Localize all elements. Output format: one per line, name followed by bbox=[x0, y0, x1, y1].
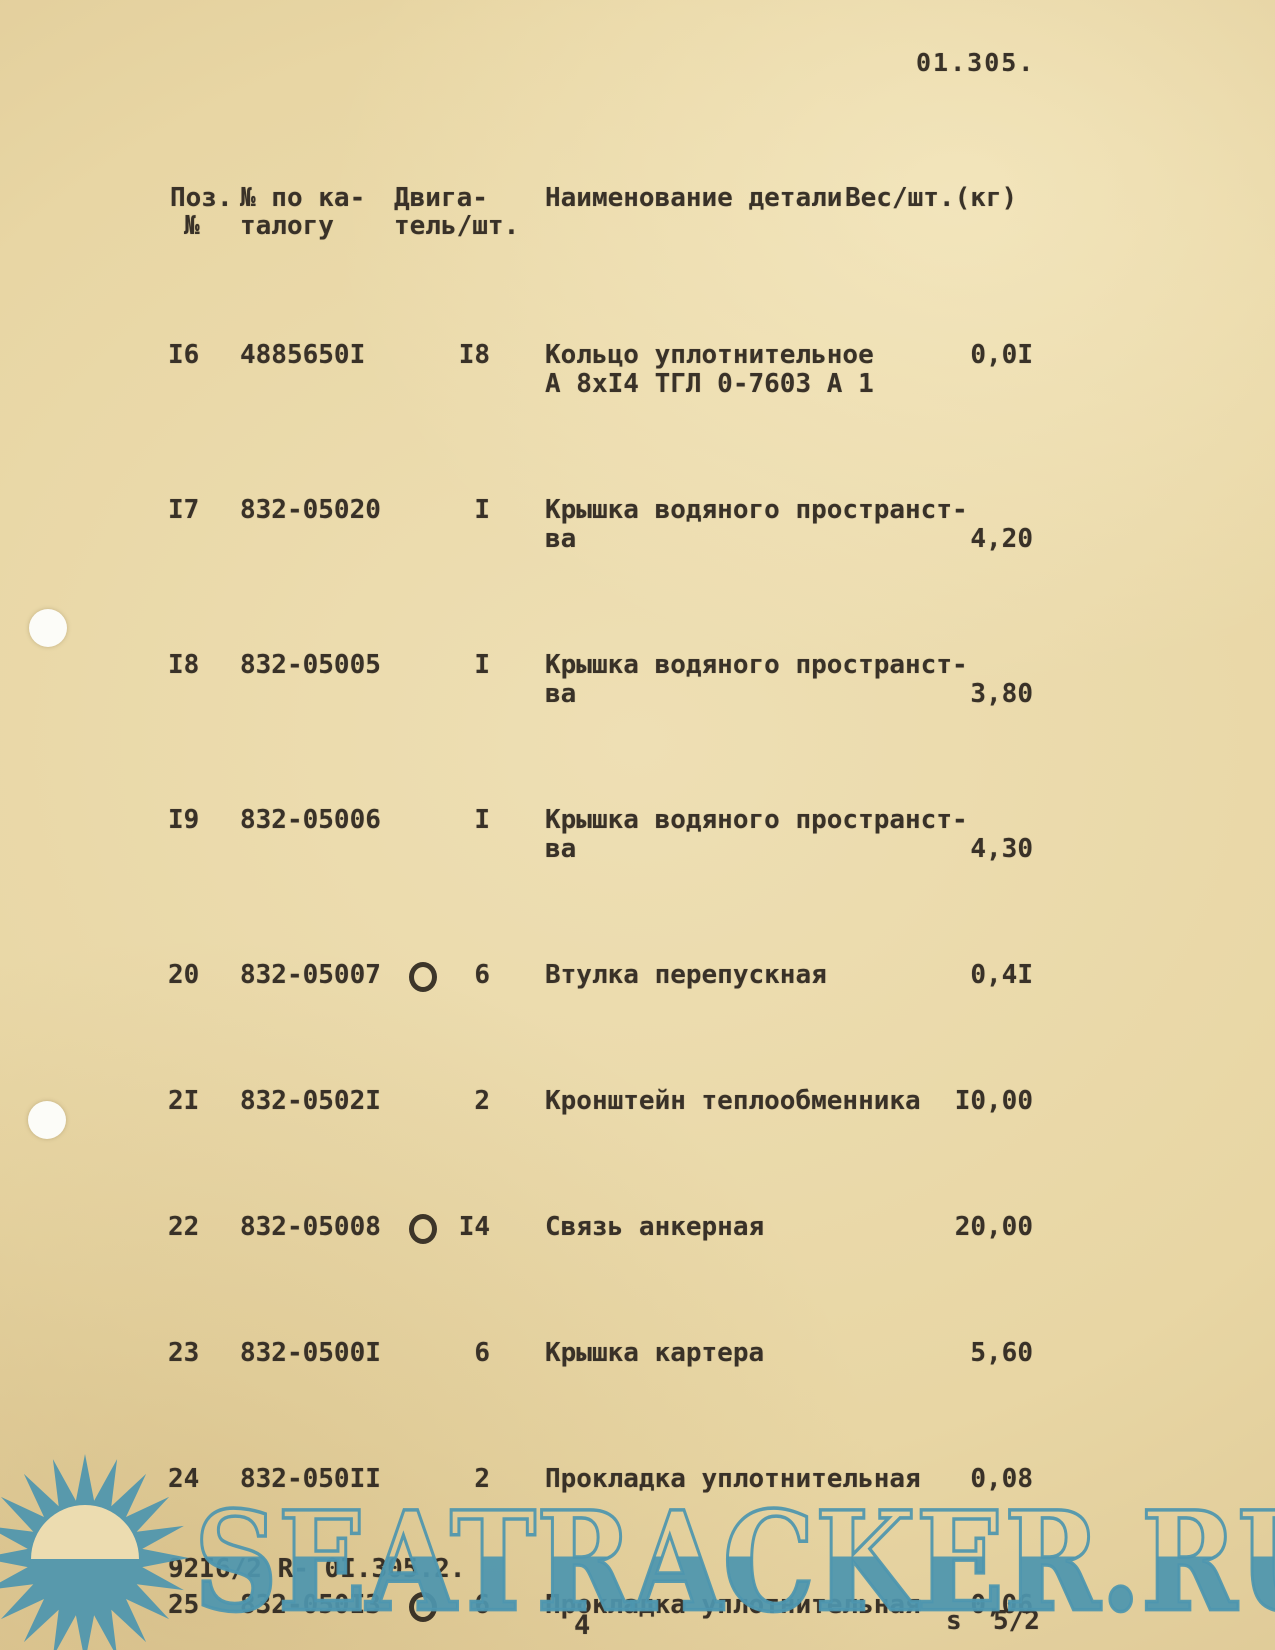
table-row: 22 832-05008 I4 Связь анкерная 20,00 bbox=[0, 1212, 1275, 1244]
name-cell: Крышка водяного пространст-ва bbox=[545, 650, 968, 709]
table-body: I6 4885650I I8 Кольцо уплотнительное А 8х… bbox=[0, 251, 1275, 1650]
table-row: I7 832-05020 I Крышка водяного пространс… bbox=[0, 496, 1275, 554]
table-row: I9 832-05006 I Крышка водяного пространс… bbox=[0, 806, 1275, 864]
stamp-circle-icon bbox=[409, 1592, 437, 1622]
pos-cell: 23 bbox=[168, 1338, 200, 1368]
catalog-cell: 832-05007 bbox=[240, 960, 381, 990]
punch-hole bbox=[28, 1101, 66, 1139]
name-cell: Связь анкерная bbox=[545, 1212, 765, 1242]
weight-cell: 20,00 bbox=[954, 1212, 1033, 1242]
pos-cell: I6 bbox=[168, 340, 200, 370]
qty-cell: 2 bbox=[474, 1464, 490, 1494]
stamp-circle-icon bbox=[409, 1214, 437, 1244]
table-row: 24 832-050II 2 Прокладка уплотнительная … bbox=[0, 1465, 1275, 1494]
qty-cell: I4 bbox=[395, 1213, 545, 1244]
qty-cell: 6 bbox=[395, 1591, 545, 1622]
weight-cell: 3,80 bbox=[970, 679, 1033, 709]
header-weight: Вес/шт.(кг) bbox=[845, 183, 1018, 213]
pos-cell: 20 bbox=[168, 960, 200, 990]
weight-cell: 0,06 bbox=[970, 1590, 1033, 1620]
doc-number: 01.305. bbox=[916, 48, 1036, 77]
weight-cell: 0,08 bbox=[970, 1464, 1033, 1494]
stamp-circle-icon bbox=[409, 962, 437, 992]
catalog-cell: 832-050I3 bbox=[240, 1590, 381, 1620]
name-cell: Втулка перепускная bbox=[545, 960, 827, 990]
weight-cell: 0,4I bbox=[970, 960, 1033, 990]
header-pos-2: № bbox=[184, 211, 200, 241]
qty-cell: I8 bbox=[458, 340, 490, 370]
table-row: 2I 832-0502I 2 Кронштейн теплообменника … bbox=[0, 1087, 1275, 1116]
weight-cell: I0,00 bbox=[954, 1086, 1033, 1116]
catalog-cell: 832-0500I bbox=[240, 1338, 381, 1368]
qty-cell: 6 bbox=[474, 1338, 490, 1368]
pos-cell: I9 bbox=[168, 805, 200, 835]
header-engine-2: тель/шт. bbox=[394, 211, 520, 241]
catalog-cell: 832-05005 bbox=[240, 650, 381, 680]
punch-hole bbox=[29, 609, 67, 647]
name-cell: Крышка картера bbox=[545, 1338, 765, 1368]
catalog-cell: 832-05008 bbox=[240, 1212, 381, 1242]
pos-cell: 25 bbox=[168, 1590, 200, 1620]
catalog-cell: 832-050II bbox=[240, 1464, 381, 1494]
qty-cell: 2 bbox=[474, 1086, 490, 1116]
catalog-cell: 832-05006 bbox=[240, 805, 381, 835]
pos-cell: 22 bbox=[168, 1212, 200, 1242]
table-row: 23 832-0500I 6 Крышка картера 5,60 bbox=[0, 1339, 1275, 1368]
table-row: 25 832-050I3 6 Прокладка уплотнительная … bbox=[0, 1590, 1275, 1622]
page-number: 4 bbox=[574, 1610, 591, 1641]
header-engine: Двига- bbox=[394, 183, 488, 213]
name-cell: Кольцо уплотнительное А 8хI4 ТГЛ 0-7603 А… bbox=[545, 340, 874, 399]
table-header: Поз. № № по ка- талогу Двига- тель/шт. Н… bbox=[0, 184, 1017, 484]
sheet-reference: s 5/2 bbox=[946, 1606, 1040, 1636]
header-pos: Поз. bbox=[170, 183, 233, 213]
catalog-cell: 832-0502I bbox=[240, 1086, 381, 1116]
weight-cell: 4,30 bbox=[970, 834, 1033, 864]
catalog-cell: 4885650I bbox=[240, 340, 366, 370]
catalog-cell: 832-05020 bbox=[240, 495, 381, 525]
table-row: I6 4885650I I8 Кольцо уплотнительное А 8х… bbox=[0, 341, 1275, 399]
pos-cell: 2I bbox=[168, 1086, 200, 1116]
name-cell: Прокладка уплотнительная bbox=[545, 1464, 921, 1494]
weight-cell: 4,20 bbox=[970, 524, 1033, 554]
name-cell: Крышка водяного пространст-ва bbox=[545, 805, 968, 864]
table-row: I8 832-05005 I Крышка водяного пространс… bbox=[0, 651, 1275, 709]
qty-cell: I bbox=[474, 495, 490, 525]
table-row: 20 832-05007 6 Втулка перепускная 0,4I bbox=[0, 960, 1275, 992]
pos-cell: I7 bbox=[168, 495, 200, 525]
name-cell: Крышка водяного пространст-ва bbox=[545, 495, 968, 554]
header-catalog: № по ка- bbox=[240, 183, 366, 213]
qty-cell: I bbox=[474, 805, 490, 835]
name-cell: Прокладка уплотнительная bbox=[545, 1590, 921, 1620]
weight-cell: 0,0I bbox=[970, 340, 1033, 370]
header-part-name: Наименование детали bbox=[545, 183, 843, 213]
sun-icon bbox=[0, 1454, 189, 1650]
qty-cell: I bbox=[474, 650, 490, 680]
qty-cell: 6 bbox=[395, 961, 545, 992]
header-catalog-2: талогу bbox=[240, 211, 334, 241]
footer-reference: 92I6/2 R- 0I.305.2. bbox=[168, 1554, 466, 1584]
name-cell: Кронштейн теплообменника bbox=[545, 1086, 921, 1116]
weight-cell: 5,60 bbox=[970, 1338, 1033, 1368]
pos-cell: I8 bbox=[168, 650, 200, 680]
pos-cell: 24 bbox=[168, 1464, 200, 1494]
